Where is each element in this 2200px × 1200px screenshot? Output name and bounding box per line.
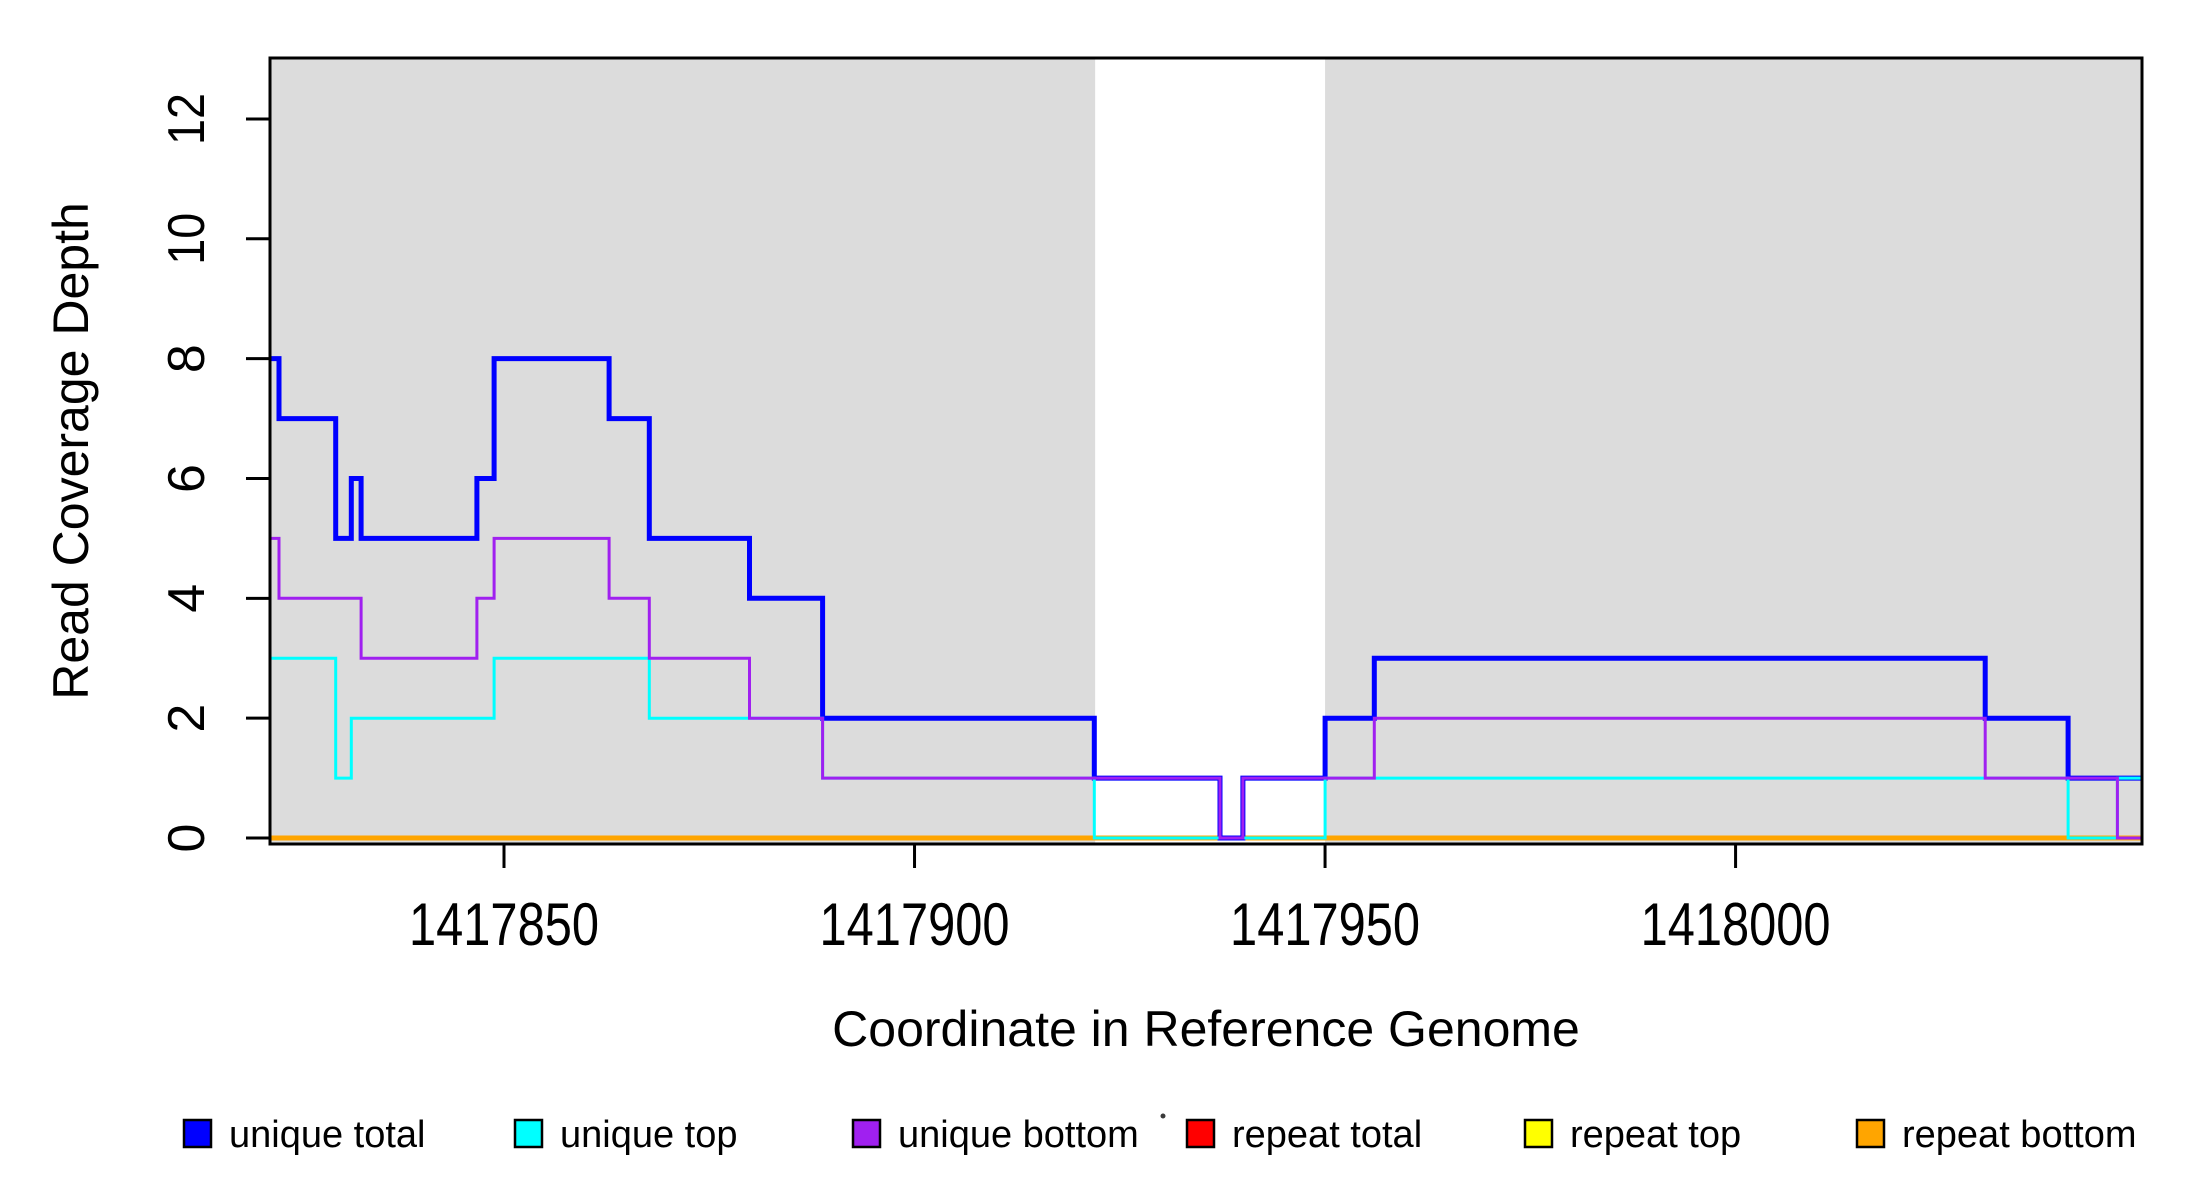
series-unique-bottom bbox=[270, 536, 2142, 840]
y-tick-label: 12 bbox=[158, 93, 216, 145]
x-tick-label: 1417900 bbox=[820, 891, 1010, 958]
legend-swatch-unique-top bbox=[513, 1118, 544, 1149]
y-tick-label: 4 bbox=[158, 584, 216, 613]
legend-item-repeat-total: repeat total bbox=[1185, 1114, 1422, 1156]
x-axis: 1417850 1417900 1417950 1418000 bbox=[409, 844, 1831, 958]
plot-frame bbox=[268, 56, 2144, 846]
legend-label-unique-bottom: unique bottom bbox=[898, 1114, 1139, 1156]
legend-swatch-unique-bottom bbox=[851, 1118, 882, 1149]
y-tick-label: 10 bbox=[158, 213, 216, 265]
y-axis-title: Read Coverage Depth bbox=[43, 202, 99, 700]
legend-label-repeat-bottom: repeat bottom bbox=[1902, 1114, 2136, 1156]
x-tick-label: 1417950 bbox=[1230, 891, 1420, 958]
legend-item-unique-bottom: unique bottom bbox=[851, 1114, 1139, 1156]
shaded-bands bbox=[270, 58, 2142, 844]
legend-label-unique-top: unique top bbox=[560, 1114, 738, 1156]
y-tick-label: 6 bbox=[158, 464, 216, 493]
stray-dot bbox=[1160, 1113, 1166, 1119]
x-tick-label: 1418000 bbox=[1641, 891, 1831, 958]
x-tick-label: 1417850 bbox=[409, 891, 599, 958]
x-axis-title: Coordinate in Reference Genome bbox=[832, 1001, 1580, 1057]
y-axis: 0 2 4 6 8 10 12 bbox=[158, 93, 270, 853]
y-tick-label: 2 bbox=[158, 704, 216, 733]
series-unique-total bbox=[270, 356, 2142, 841]
y-tick-label: 0 bbox=[158, 824, 216, 853]
legend-swatch-repeat-bottom bbox=[1855, 1118, 1886, 1149]
legend-label-repeat-top: repeat top bbox=[1570, 1114, 1741, 1156]
series-lines bbox=[270, 356, 2142, 841]
shaded-band bbox=[270, 58, 1096, 844]
legend-swatch-repeat-total bbox=[1185, 1118, 1216, 1149]
legend-label-repeat-total: repeat total bbox=[1232, 1114, 1422, 1156]
legend-item-repeat-top: repeat top bbox=[1523, 1114, 1741, 1156]
legend-label-unique-total: unique total bbox=[229, 1114, 426, 1156]
y-tick-label: 8 bbox=[158, 344, 216, 373]
legend-swatch-repeat-top bbox=[1523, 1118, 1554, 1149]
legend: unique total unique top unique bottom repea… bbox=[182, 1114, 2136, 1156]
legend-item-repeat-bottom: repeat bottom bbox=[1855, 1114, 2136, 1156]
legend-swatch-unique-total bbox=[182, 1118, 213, 1149]
legend-item-unique-total: unique total bbox=[182, 1114, 426, 1156]
legend-item-unique-top: unique top bbox=[513, 1114, 738, 1156]
shaded-band bbox=[1325, 58, 2142, 844]
